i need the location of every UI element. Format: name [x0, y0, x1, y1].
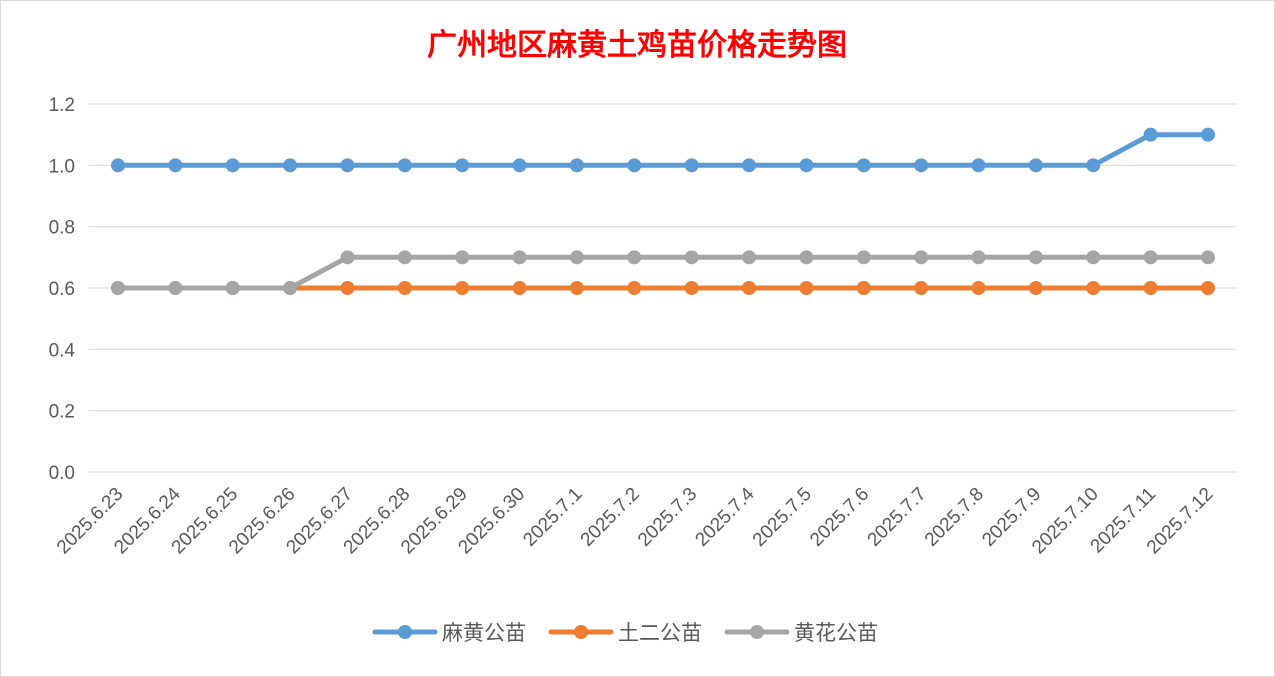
data-point	[627, 281, 642, 295]
data-point	[971, 281, 986, 295]
data-point	[340, 250, 355, 265]
data-point	[512, 250, 527, 265]
data-point	[799, 250, 814, 265]
data-point	[512, 158, 527, 173]
x-tick-label: 2025.7.5	[749, 484, 816, 551]
y-tick-label: 0.6	[49, 279, 75, 300]
data-point	[1143, 281, 1158, 295]
series-line	[115, 254, 1211, 291]
x-tick-label: 2025.7.4	[691, 483, 758, 550]
y-tick-label: 0.2	[49, 402, 75, 423]
data-point	[1201, 250, 1215, 265]
data-point	[856, 281, 871, 295]
data-point	[684, 158, 699, 173]
y-tick-label: 0.0	[49, 463, 75, 484]
data-point	[569, 158, 584, 173]
data-point	[742, 158, 757, 173]
legend-label: 黄花公苗	[794, 621, 878, 645]
data-point	[971, 158, 986, 173]
data-point	[225, 158, 240, 173]
legend-item: 土二公苗	[548, 621, 702, 645]
data-point	[914, 250, 929, 265]
data-point	[1143, 127, 1158, 142]
data-point	[799, 281, 814, 295]
data-point	[111, 158, 125, 173]
data-point	[1028, 250, 1043, 265]
data-point	[914, 158, 929, 173]
y-axis-ticks: 0.0 0.2 0.4 0.6 0.8 1.0 1.2	[49, 95, 76, 484]
data-point	[1086, 250, 1101, 265]
data-point	[111, 281, 125, 295]
data-point	[340, 158, 355, 173]
data-point	[455, 158, 470, 173]
y-tick-label: 1.0	[49, 156, 75, 177]
data-point	[1028, 281, 1043, 295]
data-point	[742, 250, 757, 265]
series-3	[111, 250, 1215, 295]
x-tick-label: 2025.7.2	[577, 484, 644, 551]
data-point	[283, 158, 298, 173]
y-tick-label: 0.4	[49, 340, 76, 361]
data-point	[283, 281, 298, 295]
data-point	[512, 281, 527, 295]
data-point	[684, 250, 699, 265]
data-point	[742, 281, 757, 295]
data-point	[627, 250, 642, 265]
data-point	[799, 158, 814, 173]
x-axis-ticks: 2025.6.232025.6.242025.6.252025.6.262025…	[53, 483, 1218, 558]
data-point	[1143, 250, 1158, 265]
data-point	[971, 250, 986, 265]
data-point	[340, 281, 355, 295]
data-point	[569, 250, 584, 265]
legend-item: 麻黄公苗	[372, 621, 526, 645]
series-layer	[111, 127, 1215, 295]
data-point	[684, 281, 699, 295]
data-point	[856, 250, 871, 265]
data-point	[1201, 127, 1215, 142]
data-point	[168, 158, 183, 173]
data-point	[397, 250, 412, 265]
x-tick-label: 2025.7.1	[519, 484, 586, 551]
legend-label: 土二公苗	[618, 621, 702, 645]
data-point	[1086, 281, 1101, 295]
data-point	[168, 281, 183, 295]
data-point	[856, 158, 871, 173]
data-point	[455, 281, 470, 295]
data-point	[455, 250, 470, 265]
y-tick-label: 0.8	[49, 218, 75, 239]
data-point	[1086, 158, 1101, 173]
x-tick-label: 2025.7.8	[921, 484, 988, 551]
data-point	[225, 281, 240, 295]
legend-swatch-marker	[398, 625, 412, 639]
data-point	[627, 158, 642, 173]
legend-item: 黄花公苗	[724, 621, 878, 645]
data-point	[1028, 158, 1043, 173]
y-tick-label: 1.2	[49, 95, 75, 116]
data-point	[1201, 281, 1215, 295]
chart-title: 广州地区麻黄土鸡苗价格走势图	[427, 28, 847, 63]
x-tick-label: 2025.7.3	[634, 484, 701, 551]
x-tick-label: 2025.7.7	[864, 484, 931, 551]
legend: 麻黄公苗 土二公苗 黄花公苗	[372, 621, 878, 645]
data-point	[397, 158, 412, 173]
legend-swatch-marker	[750, 625, 764, 639]
legend-swatch-marker	[574, 625, 588, 639]
data-point	[914, 281, 929, 295]
x-tick-label: 2025.7.6	[806, 484, 873, 551]
data-point	[397, 281, 412, 295]
series-1	[111, 127, 1215, 173]
data-point	[569, 281, 584, 295]
legend-label: 麻黄公苗	[442, 621, 526, 645]
series-line	[115, 132, 1211, 168]
